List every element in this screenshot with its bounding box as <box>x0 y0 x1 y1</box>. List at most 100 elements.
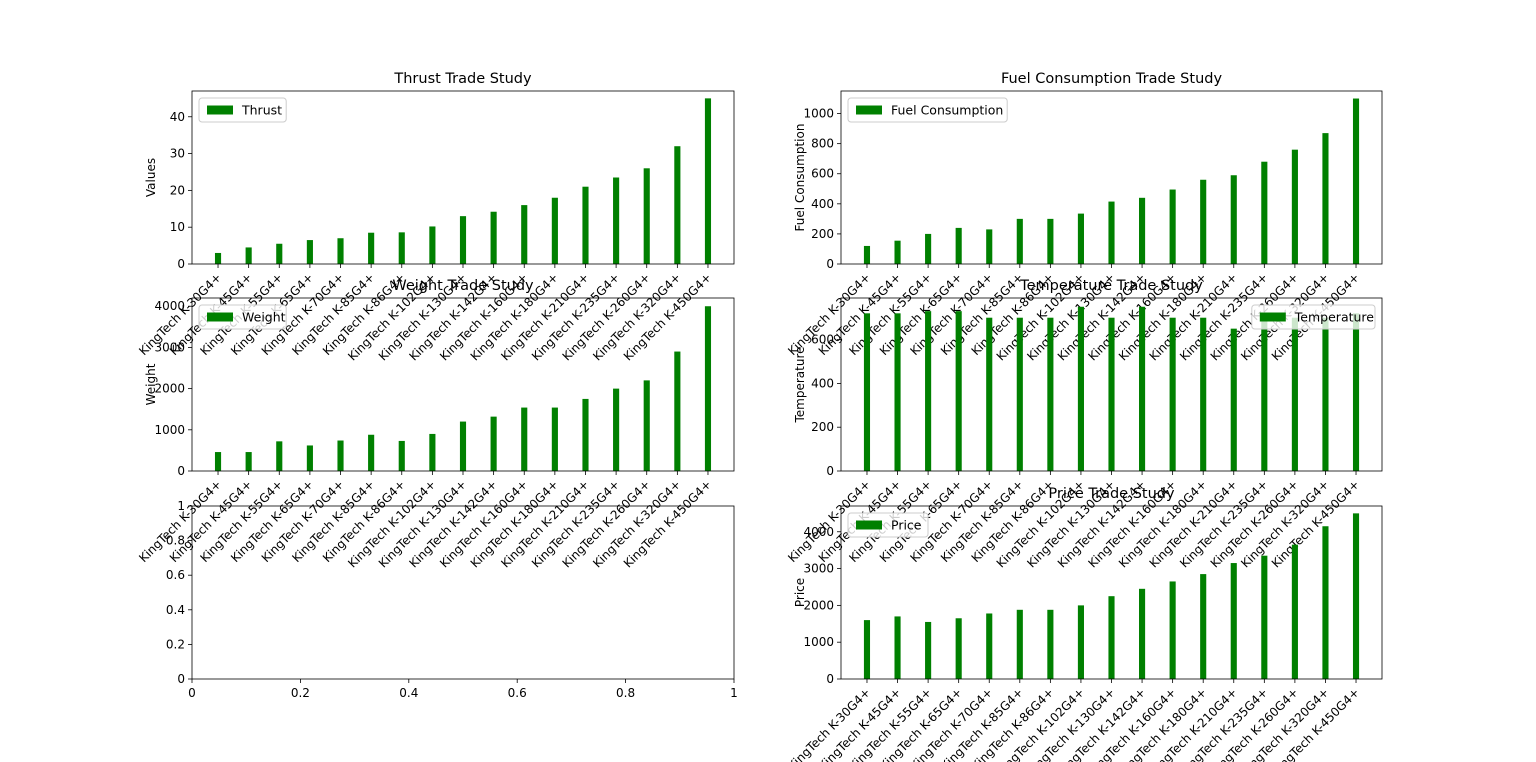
bar <box>955 311 962 471</box>
bar <box>1077 605 1084 679</box>
legend-swatch <box>856 105 882 115</box>
y-tick-label: 600 <box>811 333 834 347</box>
bar <box>704 306 712 471</box>
y-tick-label: 20 <box>170 183 185 197</box>
chart-panel-5: 0 0.2 0.4 0.6 0.8 1 0 0.2 0.4 0.6 0.8 1 <box>166 499 738 700</box>
bar <box>1200 317 1207 471</box>
legend-swatch <box>856 520 882 530</box>
bar <box>490 211 497 264</box>
y-tick-label: 1 <box>177 499 185 513</box>
bar <box>306 445 313 471</box>
bar <box>245 247 252 264</box>
y-tick-label: 40 <box>170 110 185 124</box>
bar <box>894 240 901 264</box>
x-tick-label: 1 <box>730 686 738 700</box>
bar <box>925 311 932 471</box>
chart-title: Weight Trade Study <box>392 278 534 294</box>
bar <box>551 407 558 471</box>
bar <box>1108 201 1115 264</box>
y-tick-label: 0 <box>177 257 185 271</box>
bar <box>490 416 497 471</box>
y-tick-label: 0.2 <box>166 637 185 651</box>
bar <box>1322 133 1329 264</box>
y-tick-label: 0 <box>177 464 185 478</box>
bar <box>337 238 344 264</box>
y-tick-label: 1000 <box>803 107 834 121</box>
y-tick-label: 600 <box>811 167 834 181</box>
legend-frame <box>1251 304 1376 330</box>
y-tick-label: 200 <box>811 227 834 241</box>
bar <box>1352 513 1360 679</box>
bar <box>1169 317 1176 471</box>
bar <box>1230 175 1237 264</box>
bar <box>368 434 375 471</box>
bar <box>582 398 589 471</box>
y-tick-label: 0 <box>177 672 185 686</box>
bar <box>1261 313 1268 471</box>
chart-title: Price Trade Study <box>1048 486 1175 502</box>
legend-label: Fuel Consumption <box>891 103 1003 118</box>
y-tick-label: 2000 <box>154 382 185 396</box>
legend: Fuel Consumption <box>847 97 1008 123</box>
bar <box>925 621 932 679</box>
bar <box>429 433 436 471</box>
bar <box>955 618 962 679</box>
bar <box>1139 197 1146 264</box>
y-tick-label: 0 <box>826 464 834 478</box>
legend-swatch <box>1259 312 1286 322</box>
bar <box>613 177 620 264</box>
bar <box>863 313 871 471</box>
bar <box>276 441 283 471</box>
y-axis-label: Price <box>793 578 807 607</box>
bar <box>1200 574 1207 679</box>
bar <box>1261 161 1268 264</box>
bar <box>863 245 871 264</box>
y-tick-label: 0.4 <box>166 603 185 617</box>
bar <box>986 229 993 264</box>
bar <box>1230 328 1237 471</box>
y-tick-label: 3000 <box>803 562 834 576</box>
chart-title: Fuel Consumption Trade Study <box>1001 71 1223 87</box>
y-tick-label: 200 <box>811 420 834 434</box>
bar <box>459 216 467 264</box>
y-tick-label: 0 <box>826 672 834 686</box>
bar <box>459 421 467 471</box>
bar <box>1108 317 1115 471</box>
y-axis-label: Fuel Consumption <box>793 124 807 232</box>
x-tick-label: 0.4 <box>399 686 418 700</box>
y-tick-label: 1000 <box>154 423 185 437</box>
bar <box>1047 218 1054 264</box>
y-tick-label: 0 <box>826 257 834 271</box>
bar <box>925 233 932 264</box>
bar <box>1077 213 1084 264</box>
bar <box>955 227 962 264</box>
y-axis-label: Temperature <box>793 346 807 423</box>
bar <box>1139 306 1146 471</box>
bar <box>398 232 405 264</box>
bar <box>1291 149 1298 264</box>
y-tick-label: 4000 <box>154 299 185 313</box>
axes-frame <box>191 505 735 680</box>
legend-frame <box>198 304 287 330</box>
legend-swatch <box>207 312 233 322</box>
bar <box>1047 609 1054 679</box>
axes-frame <box>191 297 735 472</box>
y-tick-label: 3000 <box>154 340 185 354</box>
bar <box>986 317 993 471</box>
bar <box>1016 218 1023 264</box>
y-tick-label: 30 <box>170 147 185 161</box>
bar <box>1291 317 1298 471</box>
bar <box>337 440 344 471</box>
bar <box>1291 544 1298 679</box>
bar <box>1016 317 1023 471</box>
bar <box>1322 526 1329 679</box>
axes-frame <box>191 90 735 265</box>
legend: Price <box>847 512 929 538</box>
y-tick-label: 4000 <box>803 525 834 539</box>
legend: Temperature <box>1251 304 1376 330</box>
legend: Thrust <box>198 97 287 123</box>
legend-label: Temperature <box>1294 310 1374 325</box>
y-tick-label: 0.8 <box>166 534 185 548</box>
